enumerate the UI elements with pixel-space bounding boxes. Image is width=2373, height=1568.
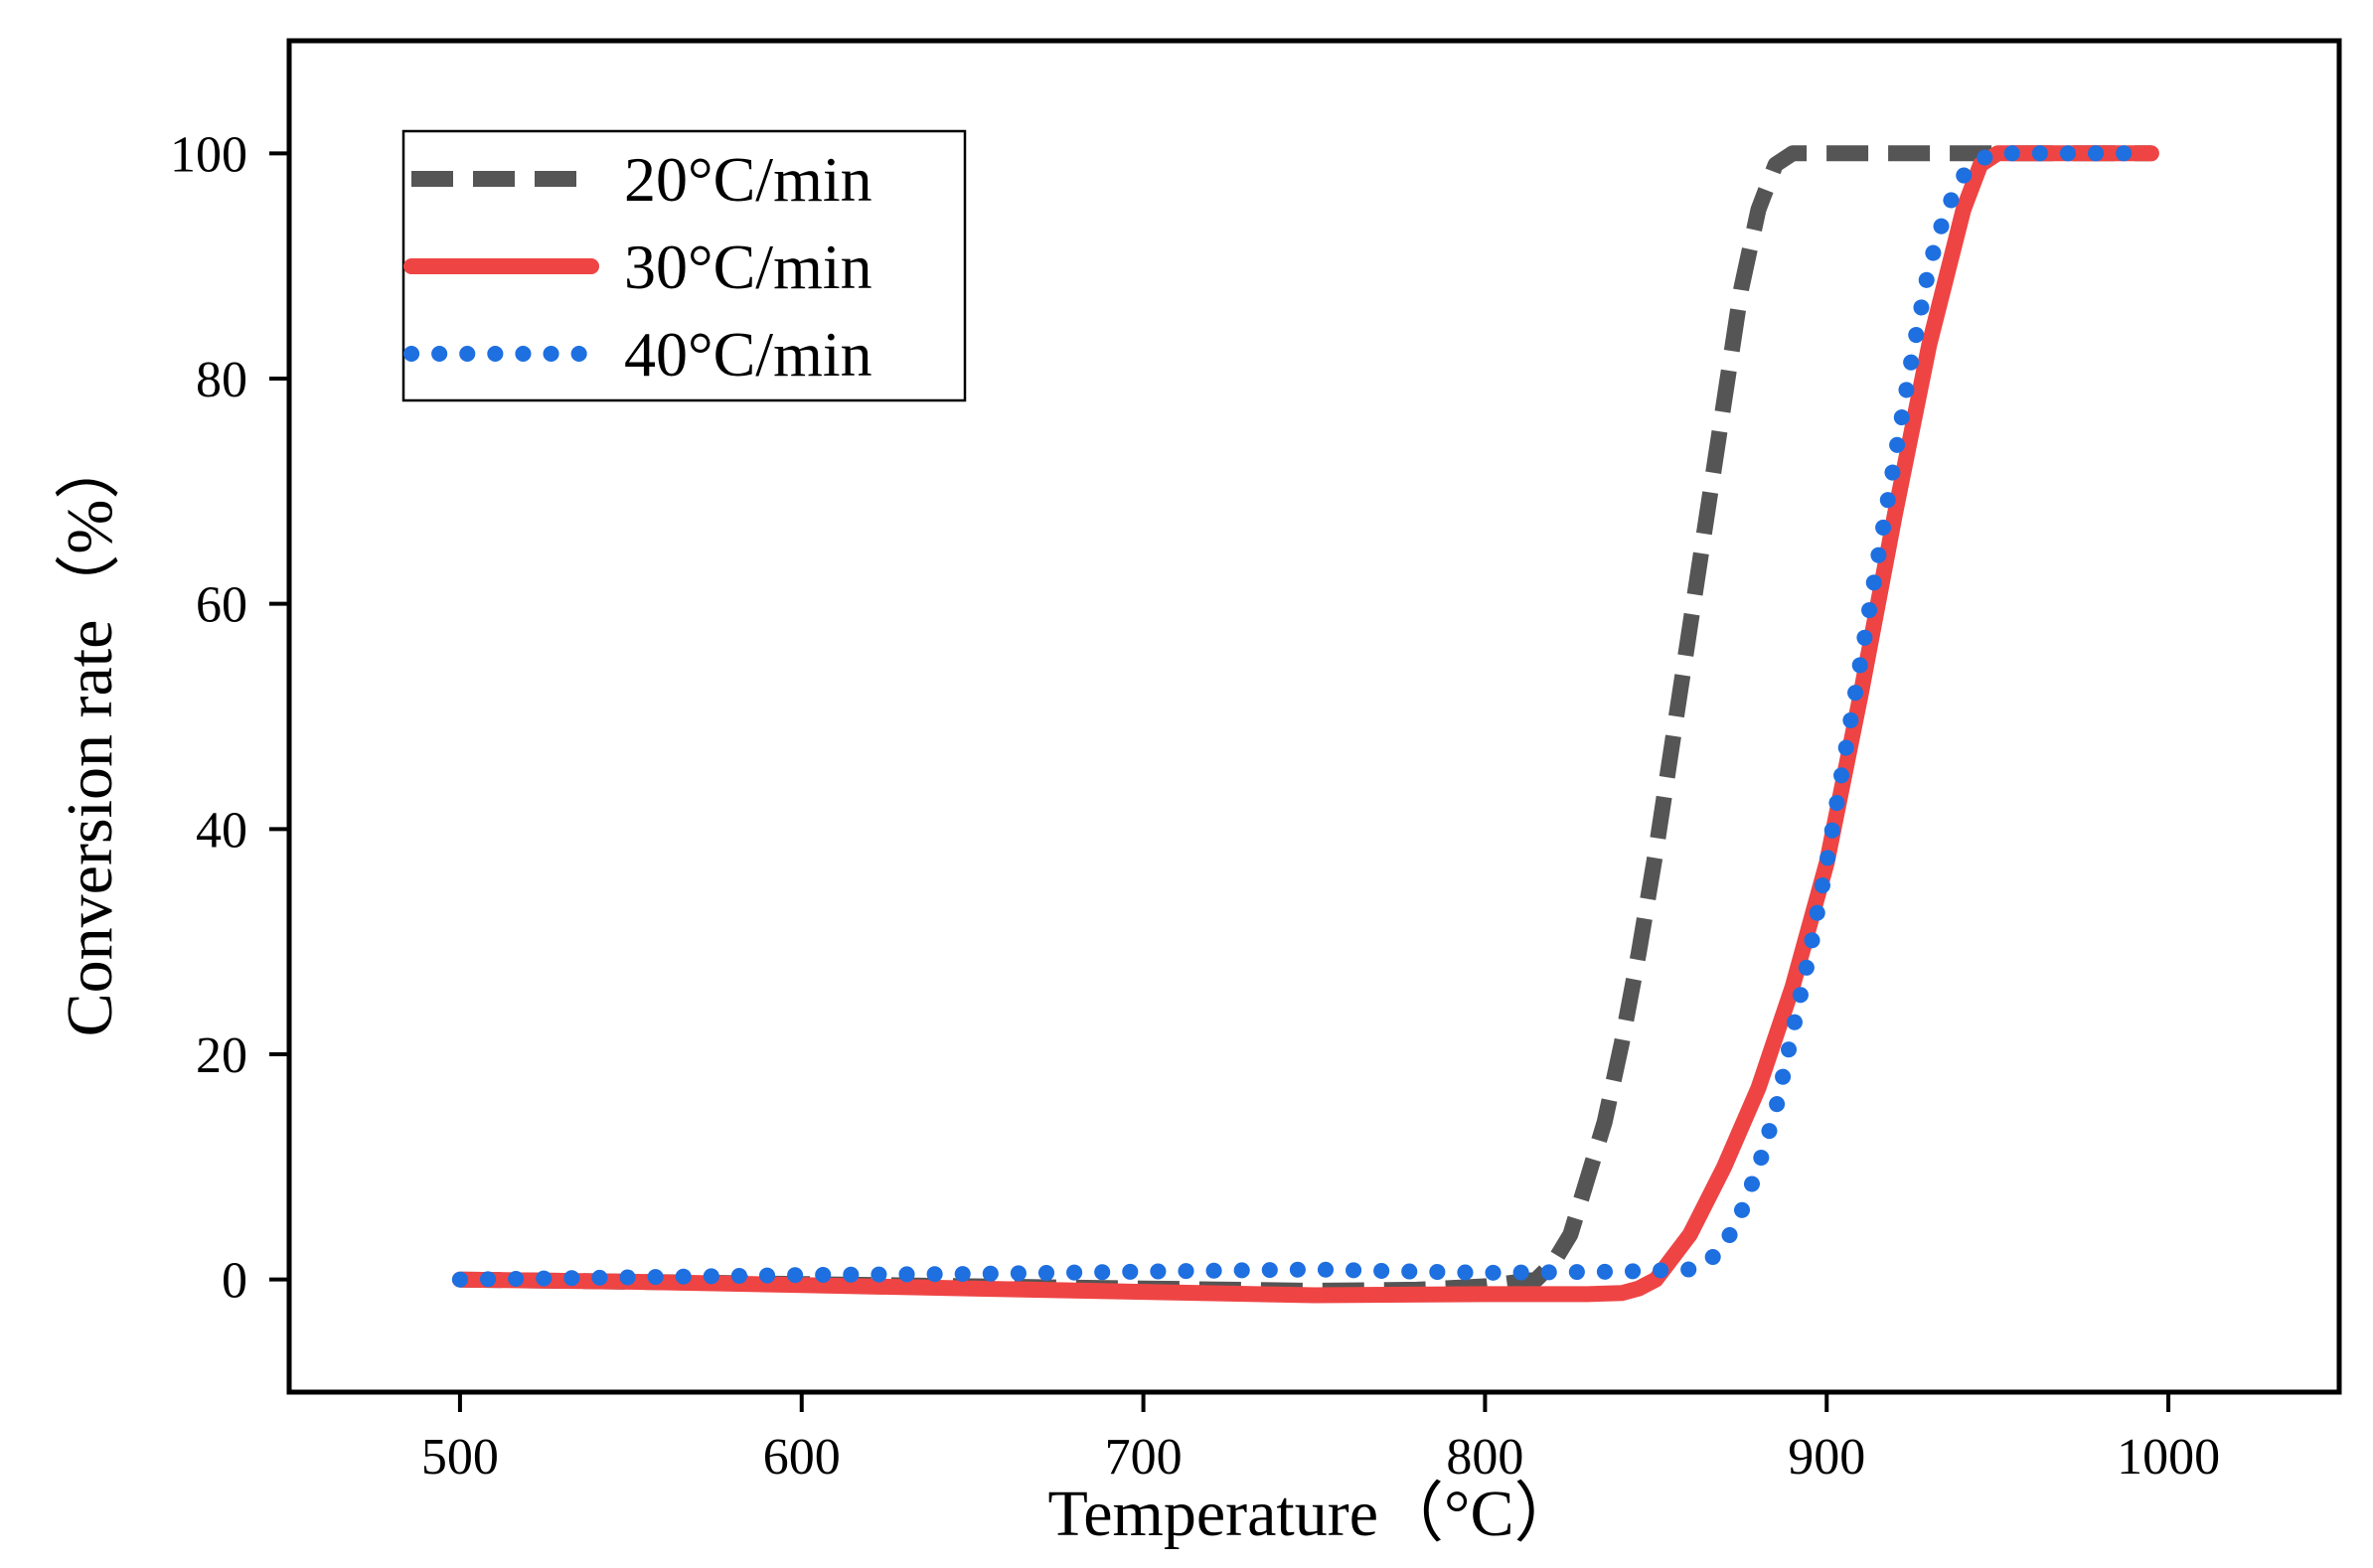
legend: 20°C/min 30°C/min 40°C/min <box>401 129 967 402</box>
x-tick-label: 500 <box>421 1429 499 1486</box>
legend-label-2: 30°C/min <box>624 232 872 302</box>
y-tick-label: 0 <box>222 1253 247 1310</box>
x-tick-label: 600 <box>763 1429 841 1486</box>
legend-label-3: 40°C/min <box>624 319 872 390</box>
x-tick-label: 800 <box>1446 1429 1523 1486</box>
series-line-2 <box>451 145 2159 1304</box>
y-tick-label: 40 <box>196 802 247 859</box>
x-tick-label: 700 <box>1105 1429 1183 1486</box>
x-axis-title: Temperature（°C） <box>1048 1478 1580 1550</box>
x-tick-label: 1000 <box>2117 1429 2220 1486</box>
y-tick-label: 60 <box>196 577 247 634</box>
axes: 500 600 700 800 900 1000 0 20 40 60 80 100 <box>170 126 2220 1486</box>
y-axis-title: Conversion rate（%） <box>54 434 126 1037</box>
series-line-3 <box>451 145 2159 1288</box>
plot-frame <box>286 38 2342 1395</box>
y-tick-label: 80 <box>196 352 247 408</box>
x-tick-label: 900 <box>1788 1429 1865 1486</box>
y-tick-label: 100 <box>170 126 247 183</box>
plot-area <box>451 145 2159 1304</box>
legend-label-1: 20°C/min <box>624 144 872 215</box>
y-tick-label: 20 <box>196 1027 247 1084</box>
